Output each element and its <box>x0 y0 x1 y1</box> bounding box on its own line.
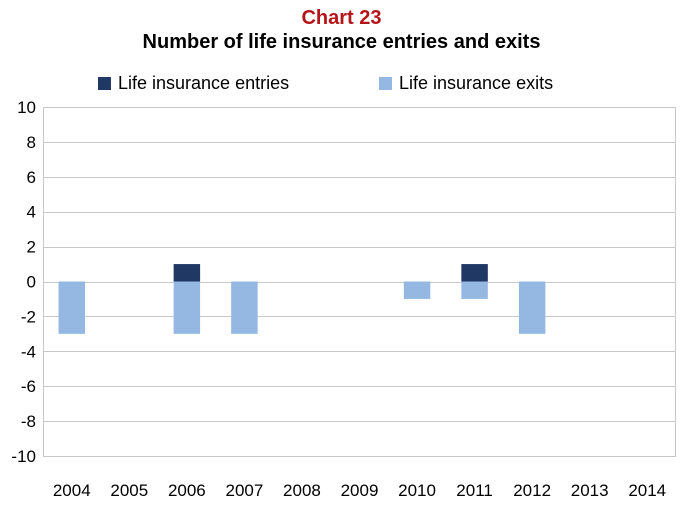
y-tick-label: -6 <box>21 377 36 396</box>
y-tick-label: 0 <box>27 273 36 292</box>
x-tick-label: 2005 <box>110 481 148 500</box>
legend-item-exits: Life insurance exits <box>379 71 553 95</box>
y-tick-label: -8 <box>21 412 36 431</box>
y-tick-label: 10 <box>17 98 36 117</box>
legend: Life insurance entries Life insurance ex… <box>0 71 683 95</box>
bar-entries-2011 <box>461 264 488 282</box>
legend-swatch-entries <box>98 76 111 90</box>
bar-exits-2007 <box>231 281 258 334</box>
y-tick-label: 8 <box>27 133 36 152</box>
bar-exits-2006 <box>173 281 201 334</box>
x-tick-label: 2004 <box>53 481 91 500</box>
y-tick-label: -4 <box>21 342 36 361</box>
x-tick-label: 2014 <box>628 481 666 500</box>
y-tick-label: -10 <box>11 447 36 466</box>
legend-label-exits: Life insurance exits <box>399 72 554 93</box>
chart-number-label: Chart 23 <box>301 7 382 29</box>
bar-entries-2006 <box>173 264 201 282</box>
chart-title: Number of life insurance entries and exi… <box>142 31 541 53</box>
legend-label-entries: Life insurance entries <box>118 72 290 93</box>
bar-exits-2011 <box>461 281 488 299</box>
legend-swatch-exits <box>379 76 392 90</box>
x-tick-label: 2012 <box>513 481 551 500</box>
x-tick-label: 2006 <box>168 481 206 500</box>
x-tick-label: 2007 <box>225 481 263 500</box>
x-tick-label: 2009 <box>341 481 379 500</box>
y-tick-label: 4 <box>27 203 36 222</box>
legend-item-entries: Life insurance entries <box>98 71 289 95</box>
y-tick-label: 6 <box>27 168 36 187</box>
x-tick-label: 2010 <box>398 481 436 500</box>
x-tick-label: 2011 <box>456 481 493 500</box>
y-tick-label: -2 <box>21 307 36 326</box>
bar-exits-2010 <box>403 281 431 299</box>
bar-exits-2012 <box>518 281 546 334</box>
bar-exits-2004 <box>58 281 86 334</box>
x-tick-label: 2013 <box>571 481 609 500</box>
plot-border <box>43 107 676 457</box>
x-tick-label: 2008 <box>283 481 321 500</box>
chart-header: Chart 23 Number of life insurance entrie… <box>0 6 683 54</box>
y-tick-label: 2 <box>27 238 36 257</box>
